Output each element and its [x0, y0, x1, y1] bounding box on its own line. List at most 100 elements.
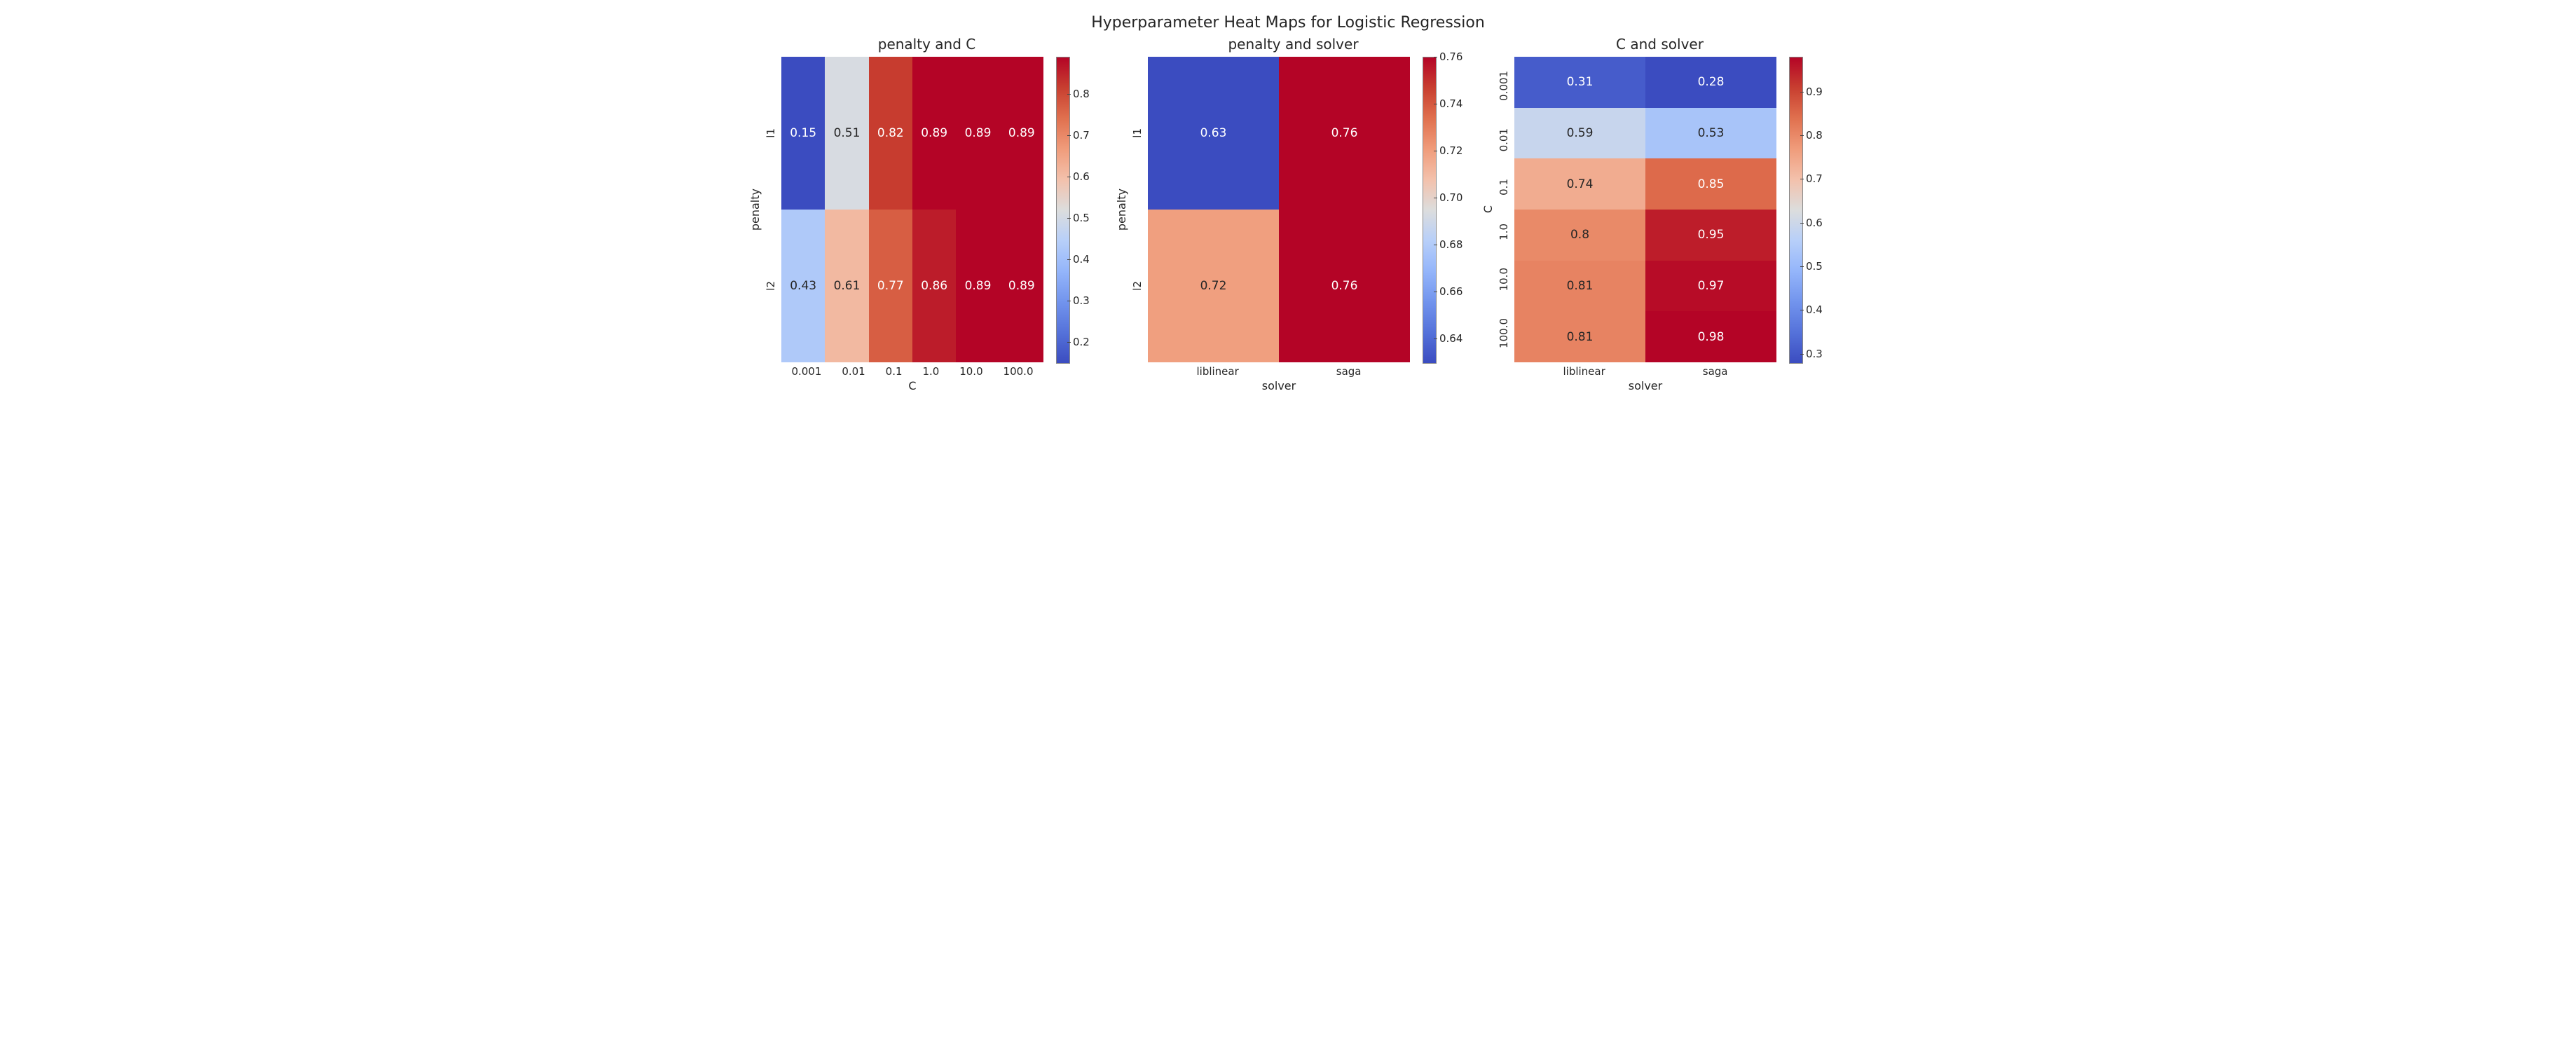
- cell-label: 0.89: [1008, 279, 1035, 293]
- xtick: 1.0: [922, 365, 939, 378]
- xtick: 0.01: [842, 365, 865, 378]
- colorbar-tick: 0.7: [1073, 129, 1090, 142]
- heatmap-cell: 0.72: [1148, 210, 1279, 362]
- panel-title: C and solver: [1616, 36, 1704, 53]
- heatmap-cell: 0.85: [1645, 158, 1776, 210]
- cell-label: 0.31: [1567, 75, 1594, 89]
- cell-label: 0.77: [877, 279, 904, 293]
- heatmap: 0.31 0.28 0.59 0.53 0.74 0.85 0.8 0.95 0.81 0.97 0…: [1514, 57, 1776, 362]
- cell-label: 0.61: [834, 279, 861, 293]
- ylabel: penalty: [1115, 189, 1128, 231]
- heatmap-cell: 0.89: [1000, 57, 1043, 210]
- plot-row: penalty l1 l2 0.15 0.51 0.82 0.89 0.89 0.89 0.43 0…: [748, 57, 1105, 362]
- heatmap-cell: 0.82: [869, 57, 912, 210]
- colorbar-tick: 0.5: [1806, 260, 1823, 273]
- heatmap-cell: 0.8: [1514, 210, 1645, 261]
- heatmap-cell: 0.51: [825, 57, 868, 210]
- heatmap-cell: 0.53: [1645, 108, 1776, 159]
- heatmap-cell: 0.89: [912, 57, 956, 210]
- cell-label: 0.97: [1698, 279, 1725, 293]
- colorbar-tick: 0.2: [1073, 336, 1090, 348]
- ytick: 100.0: [1498, 318, 1510, 348]
- colorbar-tick: 0.5: [1073, 212, 1090, 224]
- heatmap-cell: 0.81: [1514, 311, 1645, 362]
- colorbar-tick: 0.70: [1439, 191, 1462, 204]
- heatmap-cell: 0.61: [825, 210, 868, 362]
- cell-label: 0.63: [1200, 126, 1227, 140]
- heatmap-cell: 0.86: [912, 210, 956, 362]
- colorbar-gradient: [1056, 57, 1070, 364]
- ytick: 0.001: [1498, 71, 1510, 101]
- ytick: 1.0: [1498, 224, 1510, 240]
- xtick: 10.0: [959, 365, 982, 378]
- colorbar-ticks: 0.30.40.50.60.70.80.9: [1806, 57, 1838, 362]
- colorbar-gradient: [1423, 57, 1437, 364]
- xlabel: solver: [1262, 379, 1296, 392]
- figure-suptitle: Hyperparameter Heat Maps for Logistic Re…: [748, 14, 1828, 32]
- plot-row: C0.0010.010.11.010.0100.00.310.280.590.5…: [1481, 57, 1838, 362]
- colorbar: 0.640.660.680.700.720.740.76: [1423, 57, 1472, 362]
- panel-1: penalty and solverpenaltyl1l20.630.760.7…: [1115, 36, 1472, 392]
- cell-label: 0.28: [1698, 75, 1725, 89]
- cell-label: 0.89: [965, 279, 992, 293]
- ytick: 10.0: [1498, 268, 1510, 291]
- heatmap-cell: 0.63: [1148, 57, 1279, 210]
- xtick: saga: [1336, 365, 1362, 378]
- ylabel: penalty: [748, 189, 762, 231]
- ytick: 0.01: [1498, 128, 1510, 151]
- colorbar-tick: 0.76: [1439, 50, 1462, 63]
- cell-label: 0.81: [1567, 330, 1594, 344]
- colorbar-tick: 0.64: [1439, 332, 1462, 345]
- cell-label: 0.51: [834, 126, 861, 140]
- heatmap-cell: 0.28: [1645, 57, 1776, 108]
- cell-label: 0.82: [877, 126, 904, 140]
- colorbar-tick: 0.7: [1806, 172, 1823, 185]
- xlabel: solver: [1629, 379, 1662, 392]
- heatmap-cell: 0.95: [1645, 210, 1776, 261]
- ytick: l2: [765, 281, 777, 291]
- cell-label: 0.76: [1331, 126, 1358, 140]
- colorbar-tick: 0.3: [1806, 348, 1823, 360]
- heatmap-cell: 0.89: [956, 57, 999, 210]
- xtick: saga: [1703, 365, 1728, 378]
- heatmap-cell: 0.76: [1279, 210, 1410, 362]
- panel-0: penalty and C penalty l1 l2 0.15 0.51 0.82 0.89…: [748, 36, 1105, 392]
- colorbar-tick: 0.4: [1806, 303, 1823, 316]
- colorbar-tick: 0.74: [1439, 97, 1462, 110]
- ytick: l1: [1131, 128, 1144, 138]
- cell-label: 0.15: [790, 126, 816, 140]
- heatmap-cell: 0.77: [869, 210, 912, 362]
- xtick: liblinear: [1563, 365, 1605, 378]
- xtick: 0.1: [886, 365, 903, 378]
- heatmap-cell: 0.43: [781, 210, 825, 362]
- colorbar-tick: 0.66: [1439, 285, 1462, 298]
- xtick: 100.0: [1003, 365, 1034, 378]
- cell-label: 0.86: [921, 279, 947, 293]
- xticks: 0.001 0.01 0.1 1.0 10.0 100.0: [781, 365, 1043, 378]
- colorbar-gradient: [1789, 57, 1803, 364]
- heatmap-cell: 0.89: [956, 210, 999, 362]
- colorbar: 0.30.40.50.60.70.80.9: [1789, 57, 1838, 362]
- cell-label: 0.89: [921, 126, 947, 140]
- heatmap-cell: 0.59: [1514, 108, 1645, 159]
- cell-label: 0.59: [1567, 126, 1594, 140]
- figure: Hyperparameter Heat Maps for Logistic Re…: [748, 14, 1828, 392]
- cell-label: 0.76: [1331, 279, 1358, 293]
- heatmap-cell: 0.98: [1645, 311, 1776, 362]
- cell-label: 0.8: [1570, 228, 1589, 242]
- colorbar-ticks: 0.20.30.40.50.60.70.8: [1073, 57, 1105, 362]
- panel-title: penalty and solver: [1228, 36, 1358, 53]
- ytick: l1: [765, 128, 777, 138]
- colorbar-tick: 0.6: [1806, 217, 1823, 229]
- cell-label: 0.74: [1567, 177, 1594, 191]
- cell-label: 0.89: [965, 126, 992, 140]
- ylabel: C: [1481, 205, 1495, 213]
- colorbar-ticks: 0.640.660.680.700.720.740.76: [1439, 57, 1472, 362]
- panel-title: penalty and C: [878, 36, 975, 53]
- heatmap-cell: 0.89: [1000, 210, 1043, 362]
- cell-label: 0.72: [1200, 279, 1227, 293]
- panels-row: penalty and C penalty l1 l2 0.15 0.51 0.82 0.89…: [748, 36, 1828, 392]
- yticks: l1 l2: [765, 57, 781, 362]
- xlabel: C: [908, 379, 916, 392]
- xtick: 0.001: [791, 365, 821, 378]
